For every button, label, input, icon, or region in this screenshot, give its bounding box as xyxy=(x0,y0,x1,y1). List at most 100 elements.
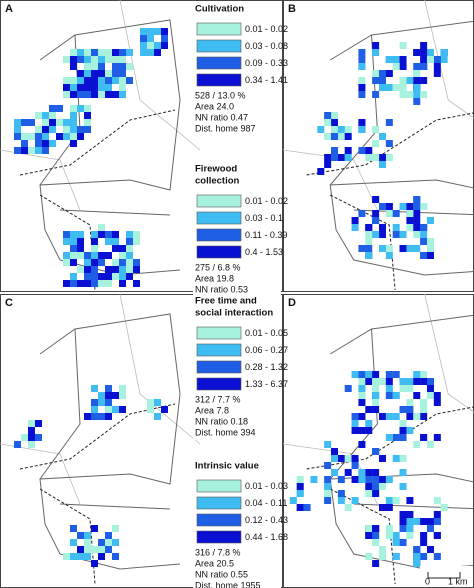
map-cell xyxy=(399,483,407,490)
map-cell xyxy=(70,84,77,91)
map-cell xyxy=(392,532,400,539)
map-cell xyxy=(70,238,77,245)
map-cell xyxy=(372,560,380,567)
map-cell xyxy=(358,49,366,56)
panel-label: C xyxy=(5,297,13,309)
map-cell xyxy=(413,413,421,420)
panel-label: A xyxy=(5,3,13,15)
map: A xyxy=(0,0,201,291)
map-cell xyxy=(358,413,366,420)
map-cell xyxy=(14,147,21,154)
map-cell xyxy=(344,385,352,392)
map-cell xyxy=(413,196,421,203)
map-cell xyxy=(420,231,428,238)
map-cell xyxy=(330,112,338,119)
map-cell xyxy=(119,406,126,413)
map-cell xyxy=(378,224,386,231)
map-cell xyxy=(105,413,112,420)
map-cell xyxy=(426,378,434,385)
map-cell xyxy=(330,126,338,133)
map-cell xyxy=(84,84,91,91)
map-cell xyxy=(358,56,366,63)
map-cell xyxy=(296,504,304,511)
map-cell xyxy=(372,210,380,217)
map-cell xyxy=(406,406,414,413)
map-cell xyxy=(324,483,332,490)
map-cell xyxy=(337,490,345,497)
map-cell xyxy=(35,112,42,119)
map-cell xyxy=(372,126,380,133)
map-cell xyxy=(289,497,297,504)
map-cell xyxy=(98,77,105,84)
map-cell xyxy=(119,77,126,84)
map-cell xyxy=(91,56,98,63)
map-cell xyxy=(77,49,84,56)
map-cell xyxy=(420,238,428,245)
map-cell xyxy=(399,378,407,385)
map-cell xyxy=(365,532,373,539)
map-cell xyxy=(399,434,407,441)
map-cell xyxy=(399,203,407,210)
map-cell xyxy=(77,84,84,91)
panel-label: B xyxy=(288,3,296,15)
map-cell xyxy=(420,406,428,413)
map-cell xyxy=(378,483,386,490)
map-cell xyxy=(140,28,147,35)
map-cell xyxy=(70,245,77,252)
map-cell xyxy=(126,259,133,266)
map-cell xyxy=(392,413,400,420)
map-cell xyxy=(21,119,28,126)
map-cell xyxy=(28,420,35,427)
map-cell xyxy=(310,476,318,483)
map-cell xyxy=(84,49,91,56)
map-cell xyxy=(77,280,84,287)
legend-stat: Area 19.8 xyxy=(195,273,234,283)
map-cell xyxy=(77,252,84,259)
map-cell xyxy=(70,539,77,546)
map-cell xyxy=(426,252,434,259)
map-cell xyxy=(133,266,140,273)
map-cell xyxy=(392,210,400,217)
map-cell xyxy=(399,525,407,532)
map-cell xyxy=(413,77,421,84)
map-cell xyxy=(112,77,119,84)
map-cell xyxy=(70,133,77,140)
map-cell xyxy=(126,77,133,84)
map-cell xyxy=(70,259,77,266)
legend-label: 0.06 - 0.27 xyxy=(245,345,288,355)
map-cell xyxy=(63,126,70,133)
map-cell xyxy=(70,126,77,133)
map-cell xyxy=(77,546,84,553)
map-cell xyxy=(420,553,428,560)
map-cell xyxy=(324,133,332,140)
map-cell xyxy=(324,119,332,126)
legend-swatch xyxy=(196,377,242,391)
map-cell xyxy=(105,539,112,546)
map-cell xyxy=(420,63,428,70)
map-cell xyxy=(399,42,407,49)
map-cell xyxy=(420,252,428,259)
map-cell xyxy=(77,245,84,252)
map-cell xyxy=(365,420,373,427)
map-cell xyxy=(344,154,352,161)
map-cell xyxy=(385,525,393,532)
legend-title: Intrinsic value xyxy=(195,461,259,472)
map-cell xyxy=(70,49,77,56)
map-cell xyxy=(56,119,63,126)
map-cell xyxy=(84,273,91,280)
map-cell xyxy=(420,91,428,98)
panel-frame xyxy=(0,0,283,292)
map-cell xyxy=(433,511,441,518)
map-cell xyxy=(399,420,407,427)
map-cell xyxy=(84,539,91,546)
map-cell xyxy=(365,154,373,161)
map-cell xyxy=(84,70,91,77)
map-cell xyxy=(406,532,414,539)
map-cell xyxy=(77,56,84,63)
map-cell xyxy=(406,245,414,252)
map-cell xyxy=(385,84,393,91)
map-cell xyxy=(84,252,91,259)
map-cell xyxy=(105,70,112,77)
scale-start: 0 xyxy=(425,576,430,586)
map: C xyxy=(0,293,201,585)
